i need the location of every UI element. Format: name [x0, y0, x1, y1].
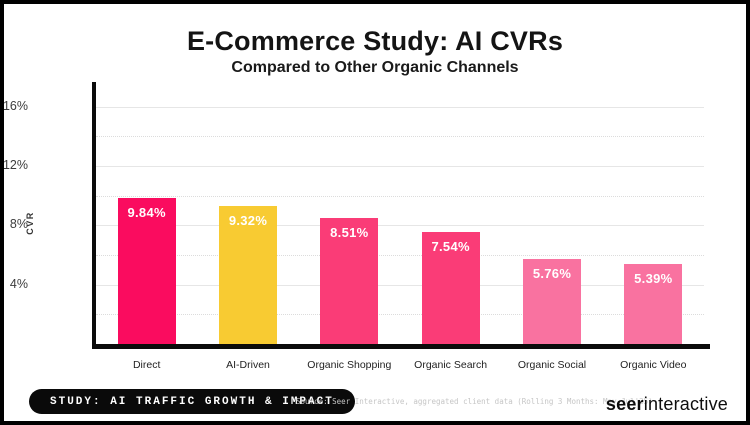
bar: 5.39%	[624, 264, 683, 344]
major-gridline	[96, 225, 704, 227]
bar-value-label: 9.84%	[127, 205, 166, 221]
y-tick-label: 8%	[9, 217, 28, 232]
major-gridline	[96, 106, 704, 108]
y-tick-label: 12%	[2, 158, 28, 173]
logo-text-regular: interactive	[643, 394, 728, 414]
x-axis-spine	[92, 344, 710, 349]
bar: 5.76%	[523, 258, 581, 344]
seer-interactive-logo: seerinteractive	[606, 394, 728, 415]
major-gridline	[96, 166, 704, 168]
chart-subtitle: Compared to Other Organic Channels	[231, 59, 519, 76]
y-axis-spine	[92, 82, 96, 349]
y-tick-label: 4%	[9, 276, 28, 291]
x-category-label: Organic Video	[620, 359, 687, 371]
bar-value-label: 8.51%	[330, 224, 369, 240]
source-note: Source: Seer Interactive, aggregated cli…	[296, 397, 653, 406]
bar: 9.32%	[219, 205, 277, 344]
bar-value-label: 5.76%	[532, 265, 572, 281]
logo-text-bold: seer	[605, 394, 644, 414]
minor-gridline	[96, 255, 704, 257]
bar: 7.54%	[421, 232, 480, 344]
y-tick-label: 16%	[2, 98, 28, 113]
x-category-label: Direct	[132, 359, 161, 371]
bar: 9.84%	[117, 198, 176, 344]
bar: 8.51%	[320, 217, 379, 344]
bar-value-label: 9.32%	[228, 212, 268, 228]
major-gridline	[96, 284, 704, 286]
minor-gridline	[96, 314, 704, 316]
x-category-label: Organic Search	[414, 359, 488, 371]
bar-value-label: 5.39%	[634, 271, 673, 287]
bar-chart-plot-area: 4% 8% 12% 16% 9.84% Direct 9.32% AI-Driven 8.51%…	[4, 89, 704, 371]
header: E-Commerce Study: AI CVRs Compared to Ot…	[4, 26, 746, 77]
chart-title: E-Commerce Study: AI CVRs	[186, 26, 564, 56]
study-badge: STUDY: AI TRAFFIC GROWTH & IMPACT	[29, 389, 355, 414]
minor-gridline	[96, 195, 704, 197]
x-category-label: Organic Shopping	[307, 359, 392, 371]
x-category-label: AI-Driven	[226, 359, 270, 371]
bar-value-label: 7.54%	[431, 239, 470, 255]
minor-gridline	[96, 136, 704, 138]
x-category-label: Organic Social	[517, 359, 587, 371]
